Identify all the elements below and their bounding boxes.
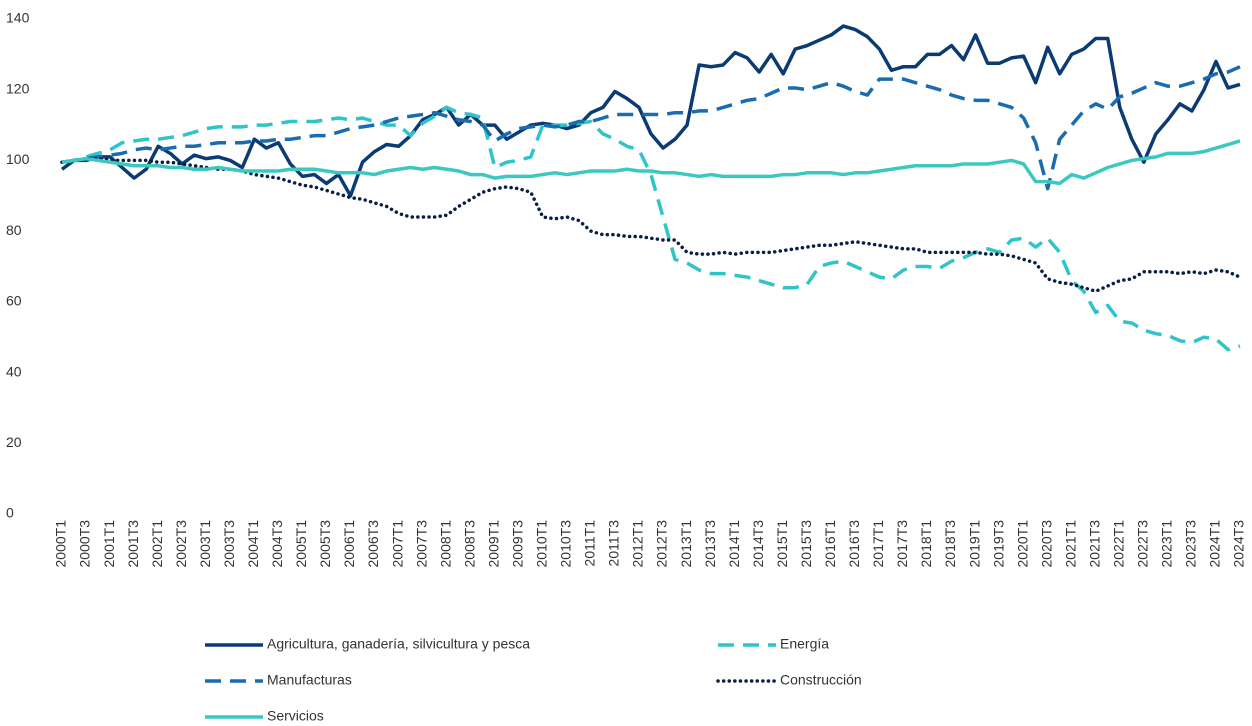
- series-line: [60, 156, 1242, 293]
- x-tick-label: 2024T1: [1207, 520, 1223, 568]
- x-tick-label: 2022T3: [1135, 520, 1151, 568]
- x-tick-label: 2007T1: [389, 520, 405, 568]
- x-tick-label: 2009T1: [485, 520, 501, 568]
- x-tick-label: 2002T3: [173, 520, 189, 568]
- x-tick-label: 2008T3: [461, 520, 477, 568]
- x-tick-label: 2019T1: [966, 520, 982, 568]
- x-tick-label: 2020T1: [1014, 520, 1030, 568]
- x-tick-label: 2002T1: [149, 520, 165, 568]
- x-tick-label: 2001T3: [125, 520, 141, 568]
- series-line: [60, 24, 1241, 198]
- series-line: [61, 65, 1241, 191]
- x-tick-label: 2014T3: [750, 520, 766, 568]
- x-tick-label: 2011T3: [606, 520, 622, 567]
- x-tick-label: 2004T3: [269, 520, 285, 568]
- x-tick-label: 2006T1: [341, 520, 357, 568]
- x-tick-label: 2003T1: [197, 520, 213, 568]
- x-tick-label: 2000T3: [77, 520, 93, 568]
- x-tick-label: 2010T3: [558, 520, 574, 568]
- legend-label: Construcción: [780, 672, 862, 688]
- x-tick-label: 2024T3: [1231, 520, 1247, 568]
- x-tick-label: 2019T3: [990, 520, 1006, 568]
- x-tick-label: 2007T3: [413, 520, 429, 568]
- legend-label: Manufacturas: [267, 672, 352, 688]
- series-line: [61, 139, 1241, 186]
- x-tick-label: 2010T1: [534, 520, 550, 568]
- x-tick-label: 2013T1: [678, 520, 694, 568]
- legend-label: Energía: [780, 636, 829, 652]
- x-tick-label: 2012T3: [654, 520, 670, 568]
- y-tick-label: 100: [6, 151, 30, 167]
- y-tick-label: 80: [6, 222, 22, 238]
- x-tick-label: 2003T3: [221, 520, 237, 568]
- x-tick-label: 2015T1: [774, 520, 790, 568]
- x-tick-label: 2005T1: [293, 520, 309, 568]
- x-tick-label: 2020T3: [1038, 520, 1054, 568]
- x-tick-label: 2018T3: [942, 520, 958, 568]
- x-tick-label: 2023T3: [1183, 520, 1199, 568]
- x-tick-label: 2005T3: [317, 520, 333, 568]
- x-tick-label: 2017T3: [894, 520, 910, 568]
- y-tick-label: 120: [6, 80, 30, 96]
- x-tick-label: 2009T3: [509, 520, 525, 568]
- x-tick-label: 2004T1: [245, 520, 261, 568]
- x-tick-label: 2017T1: [870, 520, 886, 568]
- x-tick-label: 2014T1: [726, 520, 742, 568]
- x-tick-label: 2012T1: [630, 520, 646, 568]
- x-tick-label: 2011T1: [582, 520, 598, 567]
- legend-label: Servicios: [267, 708, 324, 724]
- x-tick-label: 2022T1: [1110, 520, 1126, 568]
- y-tick-label: 40: [6, 363, 22, 379]
- x-tick-label: 2015T3: [798, 520, 814, 568]
- x-tick-label: 2000T1: [53, 520, 69, 568]
- x-tick-label: 2008T1: [437, 520, 453, 568]
- x-tick-label: 2023T1: [1159, 520, 1175, 568]
- y-tick-label: 140: [6, 10, 30, 26]
- y-tick-label: 60: [6, 293, 22, 309]
- x-tick-label: 2021T3: [1086, 520, 1102, 568]
- x-tick-label: 2001T1: [101, 520, 117, 568]
- y-tick-label: 0: [6, 505, 14, 521]
- y-tick-label: 20: [6, 434, 22, 450]
- x-tick-label: 2016T1: [822, 520, 838, 568]
- x-tick-label: 2016T3: [846, 520, 862, 568]
- x-tick-label: 2006T3: [365, 520, 381, 568]
- legend-label: Agricultura, ganadería, silvicultura y p…: [267, 636, 530, 652]
- series-line: [61, 105, 1241, 352]
- x-tick-label: 2018T1: [918, 520, 934, 568]
- x-tick-label: 2013T3: [702, 520, 718, 568]
- x-tick-label: 2021T1: [1062, 520, 1078, 568]
